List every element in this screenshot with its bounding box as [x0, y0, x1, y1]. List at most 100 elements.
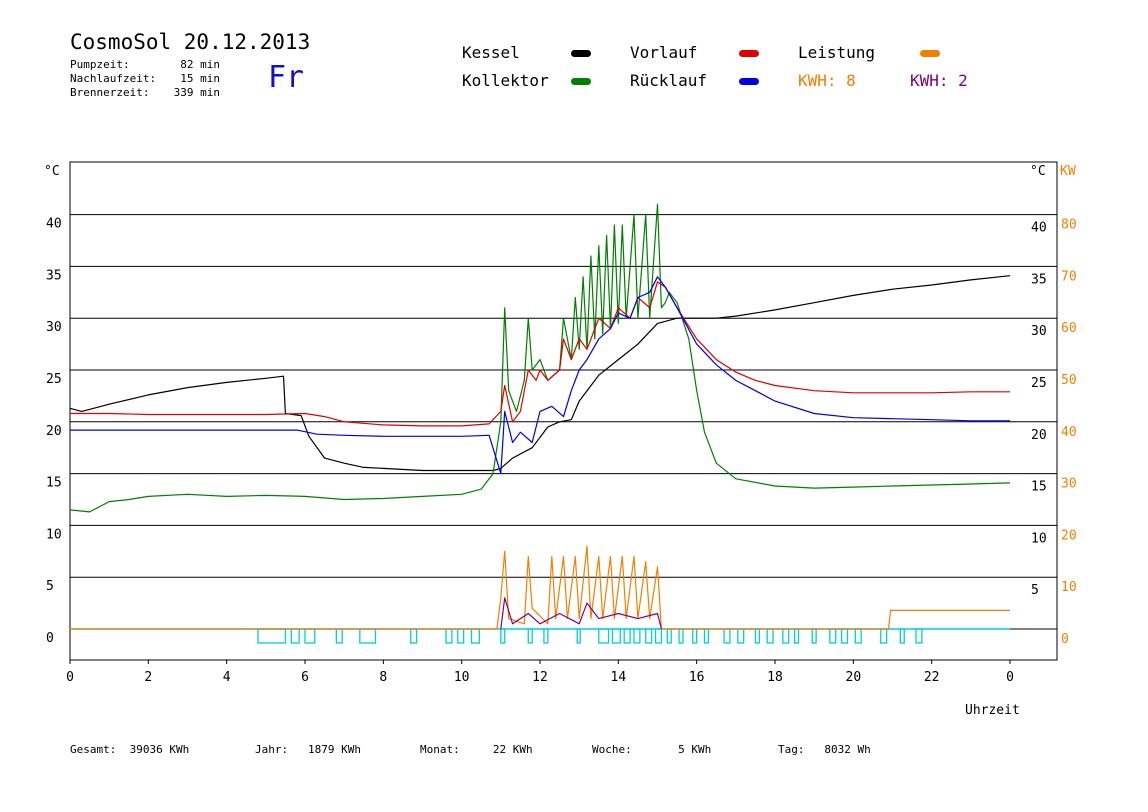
series-line-kollektor: [69, 203, 1011, 513]
footer-jahr: Jahr: 1879 KWh: [255, 743, 361, 756]
pump-on-box: [840, 628, 849, 644]
x-tick-label: 20: [846, 670, 862, 685]
pumpzeit-value: 82 min: [180, 58, 220, 71]
pump-on-box: [500, 628, 506, 644]
pump-on-box: [543, 628, 549, 644]
legend-ruecklauf-swatch: [739, 78, 759, 85]
pump-on-box: [633, 628, 641, 644]
pump-on-box: [854, 628, 862, 644]
gesamt-value: 39036 KWh: [129, 743, 190, 756]
series-line-leistung: [70, 545, 1010, 630]
x-tick-label: 0: [1006, 670, 1014, 685]
jahr-label: Jahr:: [255, 743, 289, 756]
pump-on-box: [257, 628, 287, 644]
y-tick-label-right-power: 30: [1061, 477, 1077, 492]
y-tick-label-right-power: 0: [1061, 632, 1069, 647]
y-tick-label-left: 5: [46, 579, 54, 594]
monat-label: Monat:: [420, 743, 460, 756]
pumpzeit-row: Pumpzeit: 82 min: [70, 58, 220, 71]
pump-on-box: [623, 628, 631, 644]
series-line-vorlauf: [70, 281, 1010, 427]
y-tick-label-right-temp: 25: [1031, 376, 1047, 391]
legend-kollektor-label: Kollektor: [462, 71, 549, 90]
pump-on-box: [457, 628, 465, 644]
x-tick-label: 6: [301, 670, 309, 685]
nachlaufzeit-value: 15 min: [180, 72, 220, 85]
monat-value: 22 KWh: [492, 743, 533, 756]
pump-on-box: [666, 628, 672, 644]
pump-on-box: [793, 628, 800, 644]
y-tick-label-left: 15: [46, 476, 62, 491]
pump-on-box: [766, 628, 774, 644]
gesamt-label: Gesamt:: [70, 743, 117, 756]
legend-kwh-purple: KWH: 2: [910, 71, 968, 90]
brennerzeit-value: 339 min: [173, 86, 220, 99]
pump-on-box: [737, 628, 745, 644]
y-tick-label-right-power: 10: [1061, 580, 1077, 595]
legend-ruecklauf-label: Rücklauf: [630, 71, 708, 90]
pump-on-box: [723, 628, 731, 644]
y-tick-label-left: 35: [46, 268, 62, 283]
y-tick-label-right-power: 80: [1061, 218, 1077, 233]
pump-on-box: [915, 628, 923, 644]
pump-on-box: [470, 628, 480, 644]
brennerzeit-row: Brennerzeit: 339 min: [70, 86, 220, 99]
legend-kwh-orange: KWH: 8: [798, 71, 856, 90]
legend-leistung-label: Leistung: [798, 43, 876, 62]
pump-on-box: [754, 628, 760, 644]
y-tick-label-right-power: 70: [1061, 269, 1077, 284]
pump-on-box: [899, 628, 905, 644]
pump-on-box: [692, 628, 698, 644]
pump-on-box: [782, 628, 790, 644]
y-tick-label-right-temp: 20: [1031, 428, 1047, 443]
pump-on-box: [359, 628, 377, 644]
pump-on-box: [290, 628, 300, 644]
legend-vorlauf-swatch: [739, 50, 759, 57]
y-tick-label-right-temp: 40: [1031, 221, 1047, 236]
pump-on-box: [611, 628, 621, 644]
x-tick-label: 0: [66, 670, 74, 685]
chart-title: CosmoSol 20.12.2013: [70, 30, 311, 54]
pump-on-box: [598, 628, 610, 644]
y-tick-label-right-temp: 10: [1031, 531, 1047, 546]
x-tick-label: 4: [223, 670, 231, 685]
brennerzeit-label: Brennerzeit:: [70, 86, 150, 99]
woche-label: Woche:: [592, 743, 632, 756]
y-tick-label-right-temp: 35: [1031, 272, 1047, 287]
y-tick-label-left: 10: [46, 527, 62, 542]
x-tick-label: 10: [454, 670, 470, 685]
y-tick-label-left: 20: [46, 424, 62, 439]
pump-on-box: [811, 628, 817, 644]
y-axis-right-power-unit: KW: [1060, 164, 1076, 179]
legend-kessel-swatch: [571, 50, 591, 57]
x-tick-label: 16: [689, 670, 705, 685]
x-tick-label: 8: [379, 670, 387, 685]
pump-on-box: [645, 628, 653, 644]
x-tick-label: 2: [144, 670, 152, 685]
x-tick-label: 14: [611, 670, 627, 685]
pump-on-box: [576, 628, 581, 644]
y-tick-label-right-power: 50: [1061, 373, 1077, 388]
tag-label: Tag:: [778, 743, 805, 756]
y-tick-label-right-power: 40: [1061, 425, 1077, 440]
pump-on-box: [527, 628, 533, 644]
footer-gesamt: Gesamt: 39036 KWh: [70, 743, 189, 756]
legend-kollektor-swatch: [571, 78, 591, 85]
pump-on-box: [304, 628, 316, 644]
y-axis-right-temp-unit: °C: [1030, 164, 1046, 179]
y-tick-label-right-power: 20: [1061, 528, 1077, 543]
x-tick-label: 18: [767, 670, 783, 685]
weekday-label: Fr: [268, 60, 305, 95]
pump-on-box: [829, 628, 837, 644]
y-tick-label-right-power: 60: [1061, 321, 1077, 336]
pump-on-box: [335, 628, 343, 644]
series-line-kessel: [69, 275, 1011, 472]
series-line-r-cklauf: [70, 276, 1010, 475]
y-tick-label-right-temp: 15: [1031, 480, 1047, 495]
y-axis-left-unit: °C: [44, 164, 60, 179]
y-tick-label-right-temp: 5: [1031, 583, 1039, 598]
nachlaufzeit-label: Nachlaufzeit:: [70, 72, 157, 85]
plot-frame: [69, 161, 1058, 661]
legend-leistung-swatch: [920, 50, 940, 57]
